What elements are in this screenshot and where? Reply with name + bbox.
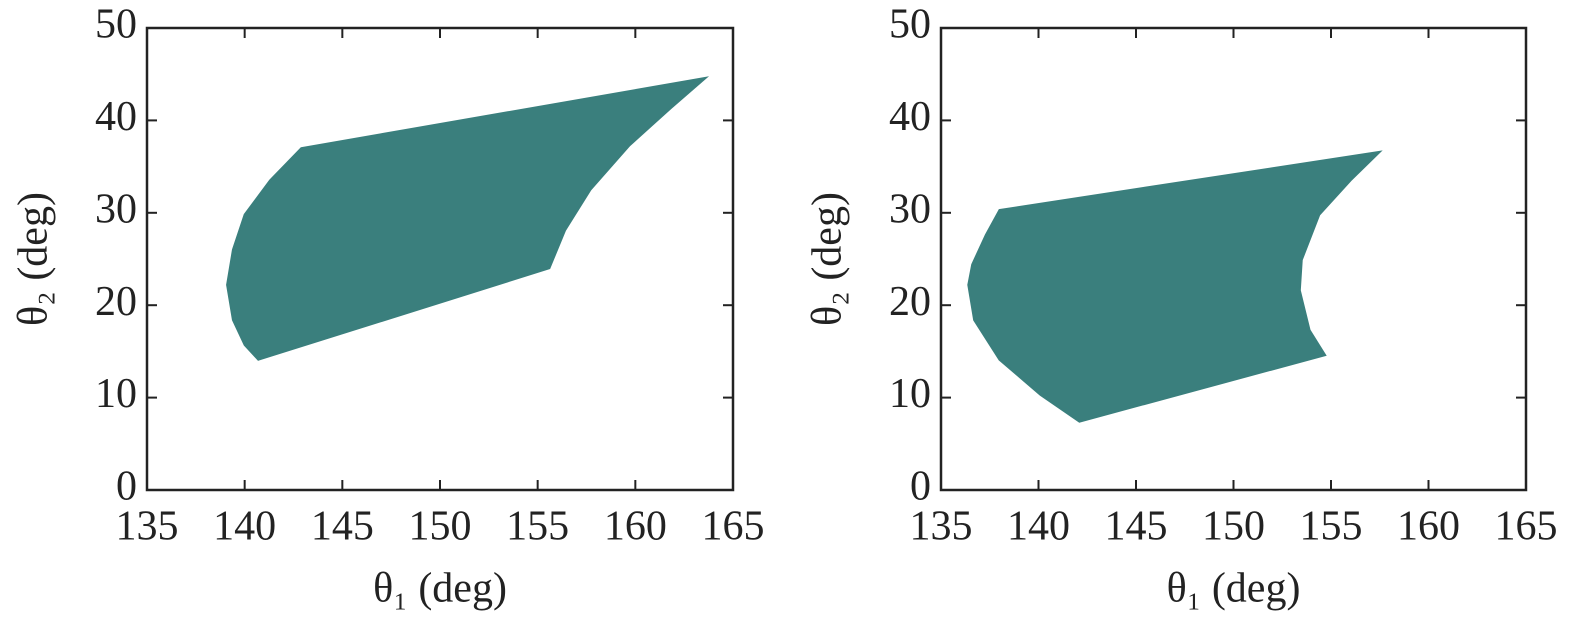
y-tick-label: 0 [910, 464, 931, 510]
y-tick-label: 40 [95, 94, 137, 140]
y-tick-label: 20 [95, 279, 137, 325]
y-tick-label: 30 [889, 186, 931, 232]
region [967, 150, 1383, 423]
x-tick-label: 140 [1007, 504, 1070, 550]
y-tick-label: 0 [116, 464, 137, 510]
x-tick-label: 135 [910, 504, 973, 550]
x-tick-label: 165 [702, 504, 765, 550]
x-tick-label: 150 [409, 504, 472, 550]
x-tick-label: 160 [604, 504, 667, 550]
x-axis-label: θ₁ (deg) [1167, 566, 1301, 612]
y-axis-label: θ₂ (deg) [805, 192, 851, 326]
region [226, 76, 710, 361]
y-axis-label: θ₂ (deg) [11, 192, 57, 326]
x-tick-label: 165 [1495, 504, 1558, 550]
x-tick-label: 140 [213, 504, 276, 550]
x-tick-label: 150 [1202, 504, 1265, 550]
x-tick-label: 155 [506, 504, 569, 550]
y-tick-label: 40 [889, 94, 931, 140]
y-tick-label: 20 [889, 279, 931, 325]
y-tick-label: 50 [95, 2, 137, 48]
x-tick-label: 135 [116, 504, 179, 550]
x-axis-label: θ₁ (deg) [373, 566, 507, 612]
y-tick-label: 30 [95, 186, 137, 232]
y-tick-label: 50 [889, 2, 931, 48]
y-tick-label: 10 [95, 371, 137, 417]
x-tick-label: 145 [1105, 504, 1168, 550]
x-tick-label: 160 [1397, 504, 1460, 550]
y-tick-label: 10 [889, 371, 931, 417]
x-tick-label: 155 [1300, 504, 1363, 550]
x-tick-label: 145 [311, 504, 374, 550]
